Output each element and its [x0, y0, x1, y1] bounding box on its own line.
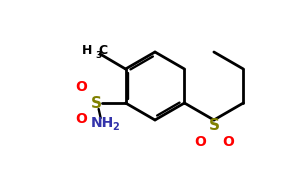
Text: O: O — [194, 135, 206, 149]
Text: C: C — [98, 44, 108, 57]
Text: S: S — [91, 96, 102, 110]
Text: O: O — [222, 135, 234, 149]
Text: H: H — [82, 44, 92, 57]
Text: O: O — [76, 80, 88, 94]
Text: O: O — [76, 112, 88, 126]
Text: S: S — [208, 117, 219, 132]
Text: NH: NH — [91, 116, 114, 130]
Text: 2: 2 — [112, 122, 119, 132]
Text: 3: 3 — [95, 50, 101, 60]
